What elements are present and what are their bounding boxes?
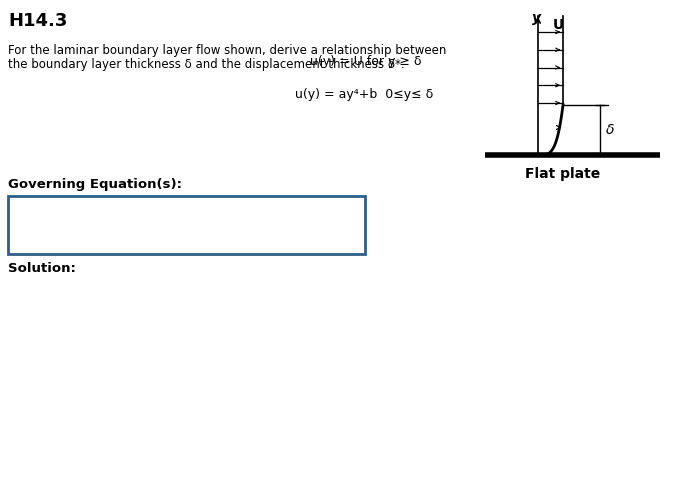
Text: For the laminar boundary layer flow shown, derive a relationship between: For the laminar boundary layer flow show…	[8, 44, 447, 57]
Text: u(y) = ay⁴+b  0≤y≤ δ: u(y) = ay⁴+b 0≤y≤ δ	[295, 88, 433, 101]
FancyBboxPatch shape	[8, 196, 365, 254]
Text: the boundary layer thickness δ and the displacement thickness δ*.: the boundary layer thickness δ and the d…	[8, 58, 404, 71]
Text: U: U	[553, 18, 563, 32]
Text: Solution:: Solution:	[8, 262, 76, 275]
Text: u(y) = U for y ≥ δ: u(y) = U for y ≥ δ	[310, 55, 421, 68]
Text: Flat plate: Flat plate	[525, 167, 600, 181]
Text: y: y	[533, 11, 542, 25]
Text: δ: δ	[606, 123, 615, 137]
Text: H14.3: H14.3	[8, 12, 68, 30]
Text: Governing Equation(s):: Governing Equation(s):	[8, 178, 182, 191]
